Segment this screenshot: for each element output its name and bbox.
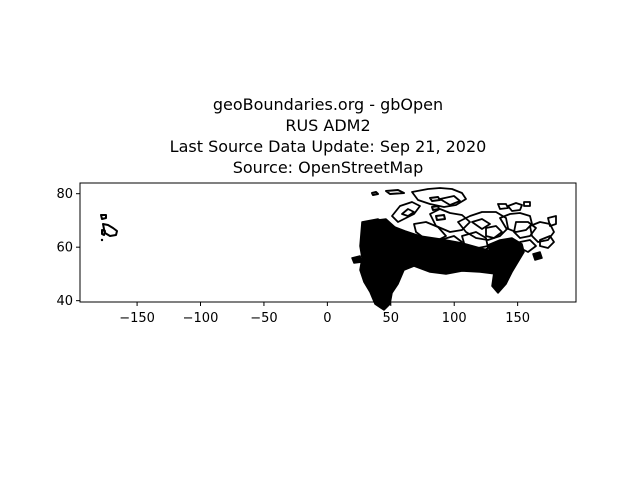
- x-tick-label: −50: [250, 311, 277, 326]
- x-axis: −150 −100 −50 0 50 100 150: [119, 302, 530, 326]
- chukotka-boundary: [100, 214, 107, 220]
- admin-boundary: [439, 195, 461, 206]
- admin-boundary: [471, 218, 491, 230]
- dense-admin-region: [351, 255, 363, 264]
- admin-boundary: [497, 203, 509, 210]
- x-tick-label: 0: [323, 311, 331, 326]
- y-tick-label: 80: [56, 187, 73, 202]
- chukotka-boundary: [101, 229, 106, 236]
- admin-boundary: [485, 225, 503, 239]
- map-title: geoBoundaries.org - gbOpen RUS ADM2 Last…: [0, 94, 640, 178]
- x-tick-label: 50: [383, 311, 400, 326]
- island-boundary: [385, 189, 405, 195]
- admin-boundary: [513, 221, 537, 239]
- island-boundary: [435, 214, 446, 221]
- y-tick-label: 60: [56, 241, 73, 256]
- admin-boundary: [547, 215, 557, 227]
- dense-admin-region: [532, 251, 543, 261]
- y-axis: 40 60 80: [56, 187, 80, 309]
- boundary-layer: [100, 187, 557, 311]
- x-tick-label: 150: [505, 311, 530, 326]
- x-tick-label: −100: [183, 311, 219, 326]
- island-boundary: [429, 196, 441, 202]
- admin-boundary: [371, 225, 391, 241]
- small-island: [100, 238, 104, 242]
- island-boundary: [431, 205, 440, 211]
- admin-boundary: [439, 235, 463, 253]
- axes-frame: [79, 182, 577, 303]
- x-tick-label: −150: [119, 311, 155, 326]
- dense-admin-region: [367, 281, 389, 294]
- dense-admin-region: [367, 218, 397, 247]
- admin-boundary: [411, 187, 467, 208]
- admin-boundary: [523, 201, 531, 207]
- title-line-source: Source: OpenStreetMap: [232, 158, 424, 177]
- title-line-update: Last Source Data Update: Sep 21, 2020: [169, 137, 487, 156]
- title-line-source-site: geoBoundaries.org - gbOpen: [212, 95, 444, 114]
- admin-boundary: [507, 202, 523, 212]
- admin-boundary: [539, 235, 555, 249]
- admin-boundary: [429, 208, 471, 233]
- dense-admin-region: [487, 237, 525, 294]
- admin-boundary: [413, 221, 447, 242]
- x-tick-label: 100: [442, 311, 467, 326]
- island-boundary: [371, 191, 379, 196]
- admin-boundary: [401, 208, 415, 217]
- admin-boundary: [519, 239, 537, 253]
- title-line-dataset: RUS ADM2: [285, 116, 371, 135]
- y-tick-label: 40: [56, 294, 73, 309]
- admin-boundary: [391, 201, 421, 223]
- admin-boundary: [477, 245, 493, 263]
